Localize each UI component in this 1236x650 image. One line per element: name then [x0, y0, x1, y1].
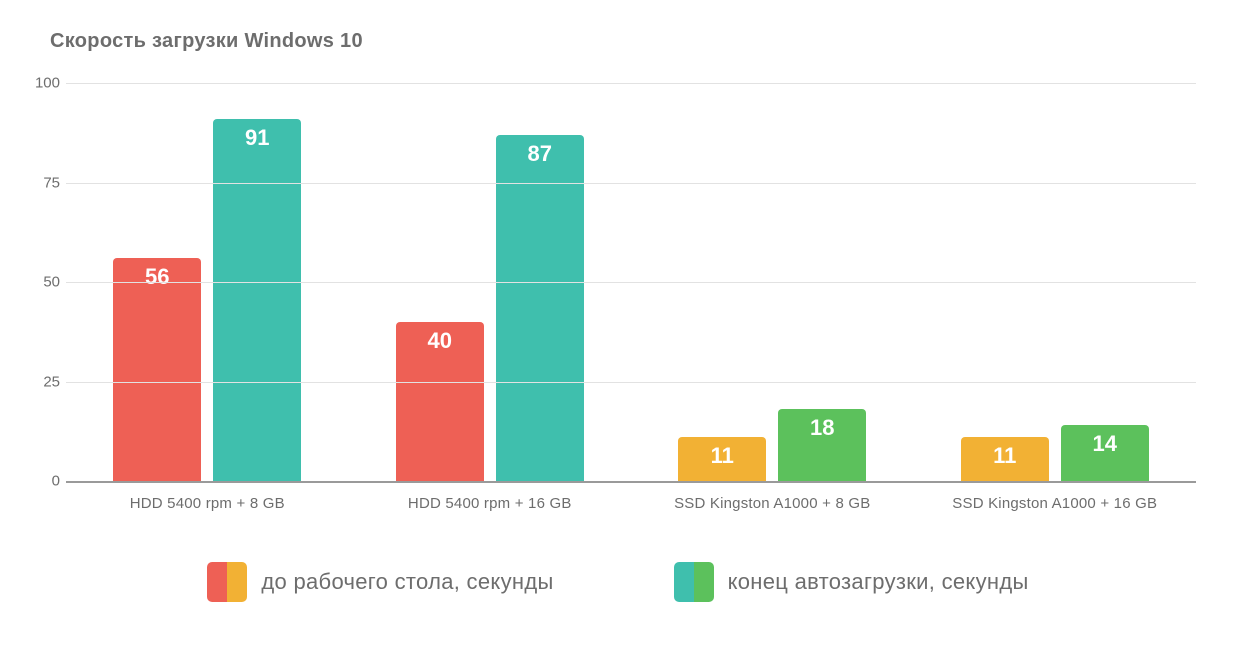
y-tick-label: 25: [43, 373, 60, 390]
y-tick-label: 100: [35, 75, 60, 92]
bar: 11: [961, 437, 1049, 481]
swatch-right: [227, 562, 247, 602]
chart-title: Скорость загрузки Windows 10: [50, 30, 1196, 53]
legend-label: до рабочего стола, секунды: [261, 569, 553, 595]
bar-value-label: 40: [396, 328, 484, 354]
x-axis-labels: HDD 5400 rpm + 8 GBHDD 5400 rpm + 16 GBS…: [66, 495, 1196, 512]
gridline: [66, 282, 1196, 283]
bar: 14: [1061, 425, 1149, 481]
bar: 91: [213, 119, 301, 481]
y-axis-labels: 0255075100: [36, 83, 66, 481]
legend-item: конец автозагрузки, секунды: [674, 562, 1029, 602]
x-tick-label: SSD Kingston A1000 + 8 GB: [631, 495, 914, 512]
gridline: [66, 183, 1196, 184]
bar-value-label: 11: [678, 443, 766, 469]
bar-value-label: 14: [1061, 431, 1149, 457]
swatch-left: [674, 562, 694, 602]
bar: 56: [113, 258, 201, 481]
y-tick-label: 50: [43, 274, 60, 291]
gridline: [66, 382, 1196, 383]
plot-area: 0255075100 5691408711181114 HDD 5400 rpm…: [66, 83, 1196, 512]
bar-value-label: 87: [496, 141, 584, 167]
swatch-right: [694, 562, 714, 602]
swatch-left: [207, 562, 227, 602]
legend-swatch: [674, 562, 714, 602]
legend-swatch: [207, 562, 247, 602]
bar-value-label: 91: [213, 125, 301, 151]
legend-label: конец автозагрузки, секунды: [728, 569, 1029, 595]
gridline: [66, 83, 1196, 84]
bar: 18: [778, 409, 866, 481]
x-tick-label: HDD 5400 rpm + 8 GB: [66, 495, 349, 512]
y-tick-label: 75: [43, 174, 60, 191]
y-tick-label: 0: [52, 473, 60, 490]
bar-value-label: 18: [778, 415, 866, 441]
legend: до рабочего стола, секунды конец автозагр…: [40, 562, 1196, 602]
bar: 87: [496, 135, 584, 481]
x-tick-label: HDD 5400 rpm + 16 GB: [349, 495, 632, 512]
bar: 40: [396, 322, 484, 481]
legend-item: до рабочего стола, секунды: [207, 562, 553, 602]
bar: 11: [678, 437, 766, 481]
x-tick-label: SSD Kingston A1000 + 16 GB: [914, 495, 1197, 512]
chart-container: Скорость загрузки Windows 10 0255075100 …: [0, 0, 1236, 650]
bar-value-label: 56: [113, 264, 201, 290]
bar-value-label: 11: [961, 443, 1049, 469]
plot: 0255075100 5691408711181114: [66, 83, 1196, 483]
